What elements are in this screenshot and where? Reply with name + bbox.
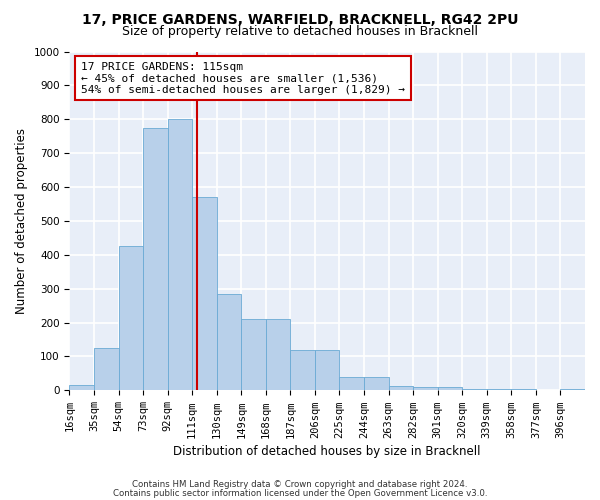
- Bar: [340, 378, 364, 390]
- Bar: [119, 246, 143, 390]
- Bar: [217, 294, 241, 390]
- Text: Contains HM Land Registry data © Crown copyright and database right 2024.: Contains HM Land Registry data © Crown c…: [132, 480, 468, 489]
- Bar: [364, 378, 389, 390]
- Bar: [241, 319, 266, 390]
- Bar: [143, 128, 167, 390]
- Bar: [192, 197, 217, 390]
- X-axis label: Distribution of detached houses by size in Bracknell: Distribution of detached houses by size …: [173, 444, 481, 458]
- Bar: [389, 386, 413, 390]
- Bar: [70, 386, 94, 390]
- Bar: [487, 388, 511, 390]
- Bar: [413, 387, 437, 390]
- Text: 17, PRICE GARDENS, WARFIELD, BRACKNELL, RG42 2PU: 17, PRICE GARDENS, WARFIELD, BRACKNELL, …: [82, 12, 518, 26]
- Bar: [290, 350, 315, 391]
- Bar: [462, 388, 487, 390]
- Bar: [511, 388, 536, 390]
- Text: Contains public sector information licensed under the Open Government Licence v3: Contains public sector information licen…: [113, 488, 487, 498]
- Y-axis label: Number of detached properties: Number of detached properties: [15, 128, 28, 314]
- Text: Size of property relative to detached houses in Bracknell: Size of property relative to detached ho…: [122, 25, 478, 38]
- Bar: [437, 387, 462, 390]
- Bar: [266, 319, 290, 390]
- Bar: [560, 388, 585, 390]
- Bar: [315, 350, 340, 391]
- Text: 17 PRICE GARDENS: 115sqm
← 45% of detached houses are smaller (1,536)
54% of sem: 17 PRICE GARDENS: 115sqm ← 45% of detach…: [81, 62, 405, 95]
- Bar: [94, 348, 119, 391]
- Bar: [167, 120, 192, 390]
